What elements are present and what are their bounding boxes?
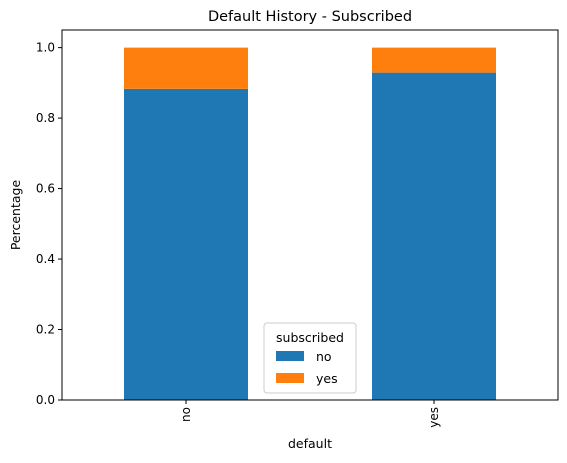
y-tick-label: 0.6 xyxy=(36,182,55,196)
plot-frame xyxy=(61,29,559,401)
plot-area xyxy=(61,29,559,401)
bar-no-no xyxy=(124,88,248,400)
legend-swatch-no xyxy=(276,351,304,361)
y-tick-label: 0.2 xyxy=(36,323,55,337)
x-tick-label: no xyxy=(179,407,193,422)
legend: subscribed no yes xyxy=(263,322,357,394)
legend-label-no: no xyxy=(316,349,332,364)
chart-title: Default History - Subscribed xyxy=(208,9,412,25)
legend-swatch-yes xyxy=(276,373,304,383)
x-axis-label: default xyxy=(288,436,332,451)
legend-title: subscribed xyxy=(276,330,344,345)
x-tick-label: yes xyxy=(427,407,441,428)
y-axis-ticks: 0.0 0.2 0.4 0.6 0.8 1.0 xyxy=(36,41,62,407)
legend-label-yes: yes xyxy=(316,371,338,386)
y-tick-label: 0.8 xyxy=(36,111,55,125)
bar-yes-yes xyxy=(372,47,496,73)
x-axis-ticks: no yes xyxy=(179,400,441,428)
y-tick-label: 0.0 xyxy=(36,393,55,407)
legend-items: no yes xyxy=(276,349,338,386)
bar-yes-no xyxy=(372,72,496,400)
y-axis-label: Percentage xyxy=(8,180,23,251)
y-tick-label: 1.0 xyxy=(36,41,55,55)
bar-no-yes xyxy=(124,47,248,89)
y-tick-label: 0.4 xyxy=(36,252,55,266)
